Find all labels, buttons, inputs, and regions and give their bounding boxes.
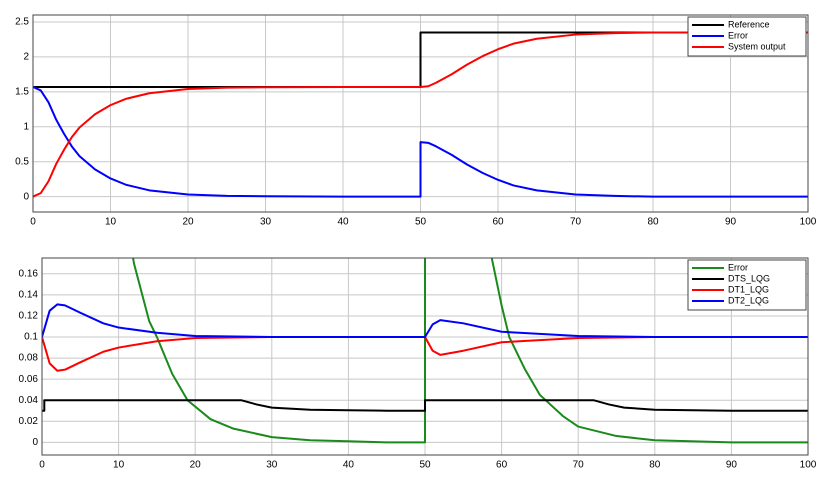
y-tick-label: 0 <box>23 191 29 202</box>
line-series <box>42 399 808 412</box>
line-series <box>33 86 808 198</box>
y-tick-label: 2.5 <box>15 17 29 28</box>
y-tick-label: 0.06 <box>19 374 39 385</box>
plot-frame <box>32 14 809 213</box>
line-series <box>132 258 808 444</box>
subplot: 0 10 20 30 40 50 60 70 80 90 100 0 0.02 0.04 0.06 0.08 0… <box>19 257 817 471</box>
y-tick-label: 0.08 <box>19 353 39 364</box>
lines <box>33 31 808 198</box>
plot-frame <box>41 257 809 456</box>
y-tick-label: 0.04 <box>19 395 39 406</box>
y-tick-label: 0.12 <box>19 311 39 322</box>
x-tick-label: 80 <box>649 460 661 471</box>
y-tick-label: 1.5 <box>15 86 29 97</box>
y-tick-label: 0.5 <box>15 156 29 167</box>
x-tick-label: 20 <box>182 217 194 228</box>
legend-label: DT1_LQG <box>728 284 769 294</box>
x-tick-label: 20 <box>190 460 202 471</box>
y-tick-label: 0.14 <box>19 290 39 301</box>
x-tick-label: 10 <box>105 217 117 228</box>
x-tick-label: 50 <box>415 217 427 228</box>
legend-label: Error <box>728 30 748 40</box>
x-tick-label: 100 <box>800 460 817 471</box>
subplot: 0 10 20 30 40 50 60 70 80 90 100 0 0.5 1 1.5 2 2.5 Refere… <box>15 14 817 228</box>
line-series <box>42 336 808 372</box>
x-tick-label: 60 <box>496 460 508 471</box>
lines <box>42 258 808 444</box>
legend-label: DT2_LQG <box>728 295 769 305</box>
legend-label: System output <box>728 41 786 51</box>
y-tick-label: 2 <box>23 52 29 63</box>
x-tick-label: 40 <box>337 217 349 228</box>
x-tick-label: 40 <box>343 460 355 471</box>
y-tick-label: 0 <box>32 437 38 448</box>
x-tick-label: 60 <box>492 217 504 228</box>
x-tick-label: 10 <box>113 460 125 471</box>
legend-label: Error <box>728 262 748 272</box>
x-tick-label: 100 <box>800 217 817 228</box>
y-tick-label: 0.02 <box>19 416 39 427</box>
y-tick-label: 1 <box>23 121 29 132</box>
legend-label: Reference <box>728 19 770 29</box>
line-series <box>42 303 808 339</box>
x-tick-label: 0 <box>39 460 45 471</box>
x-tick-label: 30 <box>266 460 278 471</box>
y-tick-label: 0.16 <box>19 268 39 279</box>
legend-label: DTS_LQG <box>728 273 770 283</box>
x-tick-label: 70 <box>573 460 585 471</box>
x-tick-label: 90 <box>725 217 737 228</box>
x-tick-label: 90 <box>726 460 738 471</box>
y-tick-label: 0.1 <box>24 332 38 343</box>
x-tick-label: 50 <box>419 460 431 471</box>
x-tick-label: 0 <box>30 217 36 228</box>
x-tick-label: 30 <box>260 217 272 228</box>
line-series <box>33 31 808 198</box>
x-tick-label: 70 <box>570 217 582 228</box>
x-tick-label: 80 <box>647 217 659 228</box>
